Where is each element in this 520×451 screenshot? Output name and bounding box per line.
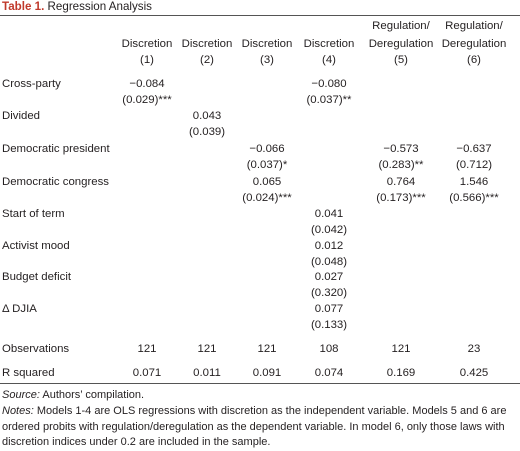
column-header-name: Discretion <box>303 38 355 50</box>
column-header-number: (3) <box>260 54 274 66</box>
coefficient-cell: −0.084 <box>129 78 165 90</box>
notes-label: Notes: <box>2 405 34 417</box>
coefficient-cell: 0.012 <box>314 240 344 252</box>
observations-cell: 121 <box>391 343 411 355</box>
row-label: Δ DJIA <box>2 303 37 315</box>
row-label: Cross-party <box>2 78 61 90</box>
column-header-number: (2) <box>200 54 214 66</box>
std-error-cell: (0.283)** <box>378 159 424 171</box>
observations-cell: 121 <box>137 343 157 355</box>
rsquared-cell: 0.071 <box>132 367 162 379</box>
column-header-line1: Regulation/ <box>372 20 430 32</box>
std-error-cell: (0.042) <box>310 224 348 236</box>
column-header-name: Deregulation <box>441 38 507 50</box>
coefficient-cell: 0.065 <box>252 176 282 188</box>
row-label: Democratic president <box>2 143 110 155</box>
row-label: Observations <box>2 343 70 355</box>
column-header-line1: Regulation/ <box>445 20 503 32</box>
notes-text: Models 1-4 are OLS regressions with disc… <box>2 405 507 448</box>
std-error-cell: (0.712) <box>455 159 493 171</box>
observations-cell: 108 <box>319 343 339 355</box>
coefficient-cell: −0.080 <box>311 78 347 90</box>
table-notes: Notes: Models 1-4 are OLS regressions wi… <box>2 404 518 451</box>
std-error-cell: (0.133) <box>310 319 348 331</box>
row-label: Activist mood <box>2 240 70 252</box>
observations-cell: 121 <box>197 343 217 355</box>
column-header-number: (1) <box>140 54 154 66</box>
row-label: Democratic congress <box>2 176 109 188</box>
bottom-rule <box>0 383 520 384</box>
std-error-cell: (0.029)*** <box>122 94 172 106</box>
row-label: Start of term <box>2 208 65 220</box>
std-error-cell: (0.024)*** <box>242 192 292 204</box>
column-header-number: (5) <box>394 54 408 66</box>
coefficient-cell: 0.041 <box>314 208 344 220</box>
coefficient-cell: 1.546 <box>459 176 489 188</box>
observations-cell: 23 <box>467 343 481 355</box>
table-title-text: Regression Analysis <box>47 0 152 13</box>
std-error-cell: (0.039) <box>188 126 226 138</box>
std-error-cell: (0.048) <box>310 256 348 268</box>
std-error-cell: (0.320) <box>310 287 348 299</box>
coefficient-cell: 0.764 <box>386 176 416 188</box>
std-error-cell: (0.037)* <box>246 159 288 171</box>
rsquared-cell: 0.425 <box>459 367 489 379</box>
observations-cell: 121 <box>257 343 277 355</box>
rsquared-cell: 0.074 <box>314 367 344 379</box>
coefficient-cell: 0.027 <box>314 271 344 283</box>
column-header-number: (6) <box>467 54 481 66</box>
coefficient-cell: 0.077 <box>314 303 344 315</box>
source-label: Source: <box>2 389 40 401</box>
table-title: Table 1. Regression Analysis <box>2 0 152 14</box>
std-error-cell: (0.037)** <box>306 94 352 106</box>
rsquared-cell: 0.011 <box>193 367 221 379</box>
rsquared-cell: 0.091 <box>252 367 282 379</box>
column-header-name: Deregulation <box>368 38 434 50</box>
column-header-name: Discretion <box>181 38 233 50</box>
column-header-name: Discretion <box>241 38 293 50</box>
row-label: Divided <box>2 110 40 122</box>
coefficient-cell: 0.043 <box>192 110 222 122</box>
source-text: Authors’ compilation. <box>39 389 145 401</box>
table-label: Table 1. <box>2 0 45 13</box>
coefficient-cell: −0.066 <box>249 143 285 155</box>
top-rule <box>0 15 520 16</box>
coefficient-cell: −0.573 <box>383 143 419 155</box>
std-error-cell: (0.173)*** <box>376 192 426 204</box>
std-error-cell: (0.566)*** <box>449 192 499 204</box>
column-header-number: (4) <box>322 54 336 66</box>
column-header-name: Discretion <box>121 38 173 50</box>
row-label: Budget deficit <box>2 271 72 283</box>
coefficient-cell: −0.637 <box>456 143 492 155</box>
row-label: R squared <box>2 367 55 379</box>
rsquared-cell: 0.169 <box>386 367 416 379</box>
source-note: Source: Authors’ compilation. <box>2 388 518 404</box>
